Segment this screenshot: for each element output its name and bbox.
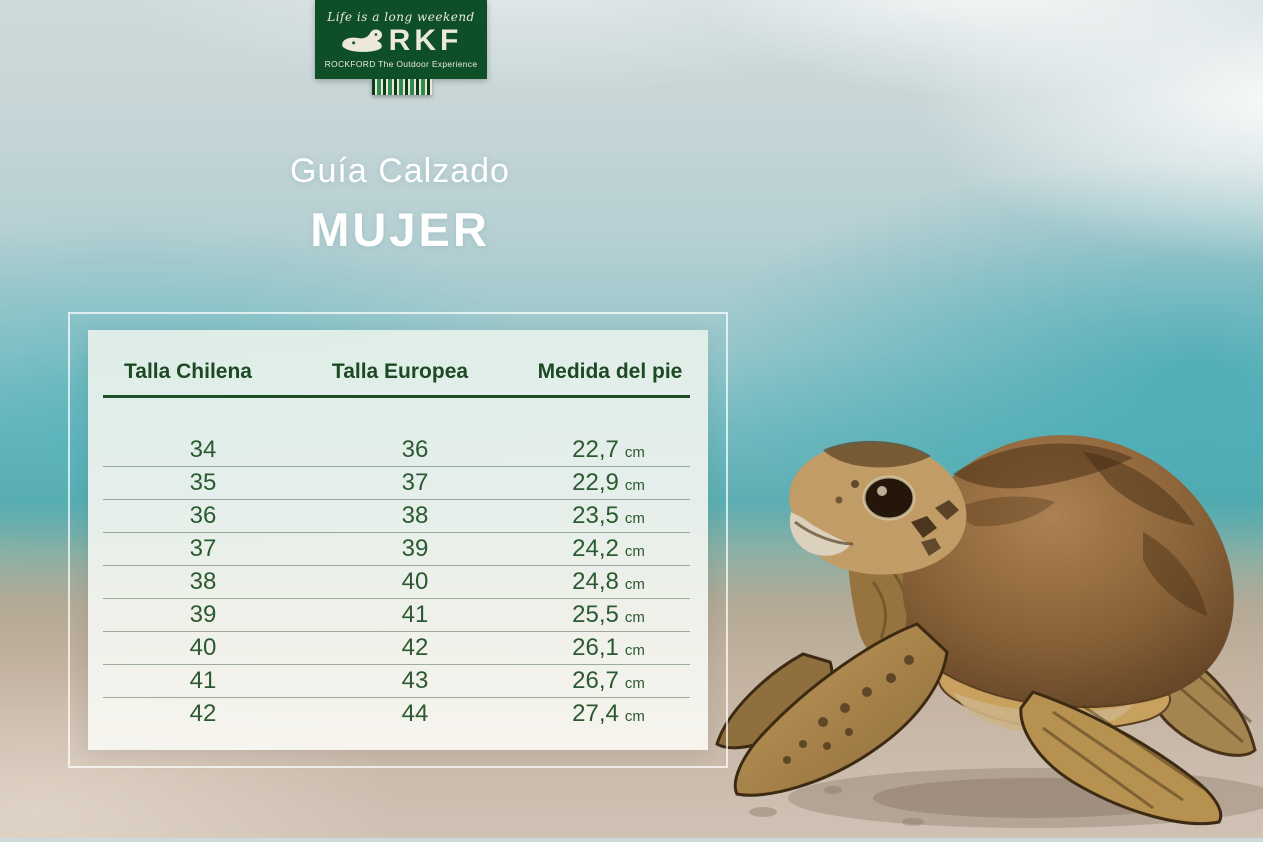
talla-chilena-value: 40 [189, 634, 217, 661]
table-row: 37 39 24,2 cm [103, 533, 690, 566]
duck-icon [341, 28, 382, 52]
table-row: 39 41 25,5 cm [103, 599, 690, 632]
medida-value: 26,7 cm [572, 667, 645, 694]
talla-chilena-value: 38 [189, 568, 217, 595]
page-title: Guía Calzado MUJER [88, 152, 712, 257]
header-talla-europea: Talla Europea [331, 360, 469, 383]
talla-chilena-value: 35 [189, 469, 217, 496]
unit-label: cm [624, 675, 645, 692]
talla-chilena-value: 42 [189, 700, 217, 727]
rkf-logo: Life is a long weekend RKF ROCKFORD The … [315, 0, 487, 79]
header-underline [103, 395, 690, 398]
logo-tagline: Life is a long weekend [327, 9, 475, 24]
unit-label: cm [624, 543, 645, 560]
talla-europea-value: 43 [401, 667, 429, 694]
talla-europea-value: 36 [401, 436, 429, 463]
talla-europea-value: 42 [401, 634, 429, 661]
unit-label: cm [624, 642, 645, 659]
table-row: 36 38 23,5 cm [103, 500, 690, 533]
table-row: 34 36 22,7 cm [103, 434, 690, 467]
medida-value: 24,8 cm [572, 568, 645, 595]
title-mujer: MUJER [310, 203, 490, 256]
talla-chilena-value: 37 [189, 535, 217, 562]
talla-chilena-value: 34 [189, 436, 217, 463]
talla-chilena-value: 41 [189, 667, 217, 694]
table-row: 38 40 24,8 cm [103, 566, 690, 599]
medida-value: 27,4 cm [572, 700, 645, 727]
talla-chilena-value: 36 [189, 502, 217, 529]
unit-label: cm [624, 576, 645, 593]
sea-turtle-image [715, 435, 1263, 828]
logo-brand-text: RKF [388, 23, 463, 57]
unit-label: cm [624, 444, 645, 461]
unit-label: cm [624, 609, 645, 626]
medida-value: 25,5 cm [572, 601, 645, 628]
title-guia-calzado: Guía Calzado [290, 152, 510, 190]
medida-value: 22,9 cm [572, 469, 645, 496]
ribbon-icon [372, 79, 432, 95]
logo-subtitle: ROCKFORD The Outdoor Experience [324, 58, 478, 69]
table-row: 40 42 26,1 cm [103, 632, 690, 665]
talla-europea-value: 41 [401, 601, 429, 628]
unit-label: cm [624, 477, 645, 494]
size-table-panel: Talla Chilena Talla Europea Medida del p… [88, 330, 708, 750]
header-medida-del-pie: Medida del pie [537, 360, 683, 383]
talla-europea-value: 38 [401, 502, 429, 529]
talla-europea-value: 40 [401, 568, 429, 595]
table-row: 42 44 27,4 cm [103, 698, 690, 730]
medida-value: 26,1 cm [572, 634, 645, 661]
unit-label: cm [624, 708, 645, 725]
talla-europea-value: 39 [401, 535, 429, 562]
medida-value: 23,5 cm [572, 502, 645, 529]
talla-chilena-value: 39 [189, 601, 217, 628]
unit-label: cm [624, 510, 645, 527]
header-talla-chilena: Talla Chilena [124, 360, 252, 383]
medida-value: 24,2 cm [572, 535, 645, 562]
table-row: 41 43 26,7 cm [103, 665, 690, 698]
medida-value: 22,7 cm [572, 436, 645, 463]
table-header-row: Talla Chilena Talla Europea Medida del p… [88, 330, 708, 384]
talla-europea-value: 37 [401, 469, 429, 496]
table-row: 35 37 22,9 cm [103, 467, 690, 500]
table-body: 34 36 22,7 cm 35 37 22,9 cm 36 38 23,5 cm 3… [103, 434, 690, 730]
table-frame [68, 312, 728, 768]
talla-europea-value: 44 [401, 700, 429, 727]
